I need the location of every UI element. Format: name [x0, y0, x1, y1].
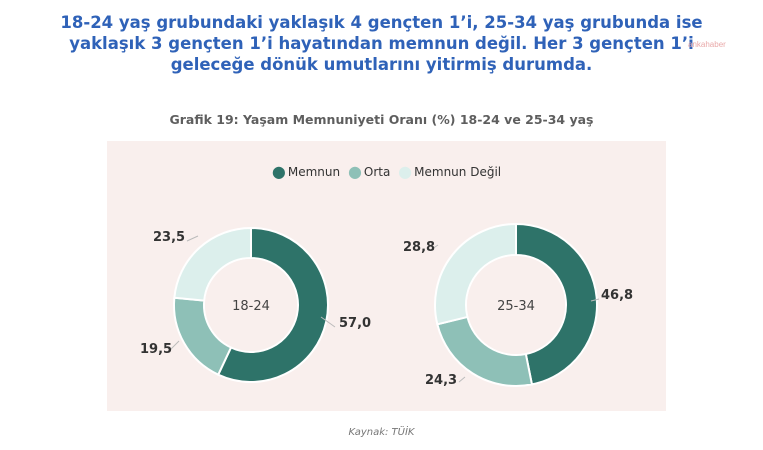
leader-line-memnun: [590, 298, 600, 302]
headline-line-1: 18-24 yaş grubundaki yaklaşık 4 gençten …: [60, 13, 703, 32]
donut-center-label: 18-24: [232, 299, 270, 314]
donut-slice-memnun: [515, 222, 598, 386]
watermark: ankahaber: [688, 40, 726, 49]
donut-charts: 18-24 57,0 19,5 23,5 25-34 46,8 24,3 28,8: [140, 222, 633, 388]
legend-label-orta: Orta: [363, 165, 391, 179]
donut-chart-2: 25-34 46,8 24,3 28,8: [403, 222, 633, 388]
legend-item-memnun: ● Memnun: [271, 162, 341, 181]
value-label-memnun: 57,0: [339, 316, 371, 331]
value-label-orta: 24,3: [425, 373, 457, 388]
leader-line-memnun-degil: [431, 244, 439, 250]
leader-line-memnun: [320, 316, 336, 328]
donut-slice-memnun-degil: [434, 222, 517, 326]
leader-line-memnun-degil: [186, 235, 199, 242]
legend: ● Memnun ● Orta ● Memnun Değil: [107, 162, 666, 181]
legend-label-memnun: Memnun: [287, 165, 341, 179]
donut-chart-1: 18-24 57,0 19,5 23,5: [140, 226, 371, 383]
legend-item-memnun-degil: ● Memnun Değil: [398, 162, 502, 181]
donut-hole: [467, 256, 565, 354]
legend-dot-memnun: ●: [271, 162, 286, 181]
headline-line-2: yaklaşık 3 gençten 1’i hayatından memnun…: [69, 34, 694, 53]
value-label-memnun: 46,8: [601, 288, 633, 303]
source-note: Kaynak: TÜİK: [348, 427, 415, 438]
leader-line-orta: [458, 376, 466, 383]
value-label-orta: 19,5: [140, 342, 172, 357]
legend-item-orta: ● Orta: [347, 162, 391, 181]
legend-dot-memnun-degil: ●: [398, 162, 413, 181]
headline: 18-24 yaş grubundaki yaklaşık 4 gençten …: [0, 12, 763, 75]
legend-dot-orta: ●: [347, 162, 362, 181]
headline-line-3: geleceğe dönük umutlarını yitirmiş durum…: [170, 55, 593, 74]
legend-label-memnun-degil: Memnun Değil: [414, 165, 502, 179]
donut-slice-memnun: [216, 226, 329, 383]
chart-panel: ● Memnun ● Orta ● Memnun Değil 18-24 57,0 19,…: [107, 141, 666, 411]
value-label-memnun-degil: 23,5: [153, 230, 185, 245]
value-label-memnun-degil: 28,8: [403, 240, 435, 255]
donut-center-label: 25-34: [497, 299, 535, 314]
chart-title: Grafik 19: Yaşam Memnuniyeti Oranı (%) 1…: [169, 112, 594, 127]
leader-line-orta: [168, 340, 180, 352]
donut-slice-memnun-degil: [173, 226, 252, 302]
donut-hole: [205, 259, 297, 351]
